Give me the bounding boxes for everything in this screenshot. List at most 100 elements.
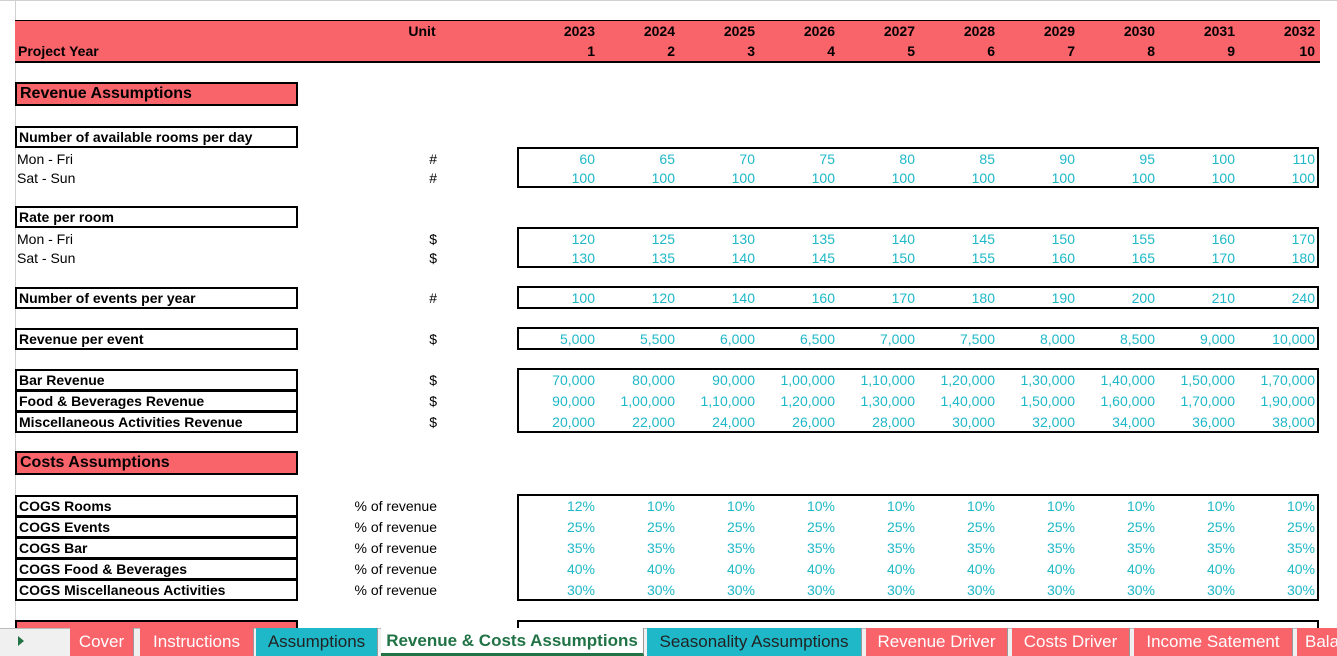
cell-value: 150 <box>1051 230 1075 247</box>
cell-value: 35% <box>1126 539 1155 556</box>
cell-value: 1,20,000 <box>780 392 836 409</box>
cell-value: 90,000 <box>552 392 595 409</box>
cell-value: 25% <box>1126 518 1155 535</box>
row-label-box: Bar Revenue <box>15 369 298 391</box>
cell-value: 70,000 <box>552 371 595 388</box>
cell-value: 25% <box>1206 518 1235 535</box>
sheet-tab[interactable]: Revenue & Costs Assumptions <box>381 628 644 656</box>
section-header: Revenue Assumptions <box>15 82 298 106</box>
section-header: Costs Assumptions <box>15 451 298 475</box>
cell-value: 240 <box>1291 289 1315 306</box>
row-unit: $ <box>429 371 437 388</box>
cut-section-header <box>15 620 298 630</box>
cell-value: 1,10,000 <box>700 392 756 409</box>
sheet-tab[interactable]: Assumptions <box>256 628 378 656</box>
cell-value: 5,500 <box>639 330 675 347</box>
group-title: Rate per room <box>15 206 298 228</box>
cell-value: 10% <box>1126 497 1155 514</box>
row-label-box: COGS Miscellaneous Activities <box>15 579 298 601</box>
year: 2032 <box>1283 23 1315 39</box>
cell-value: 165 <box>1131 249 1155 266</box>
sheet-tab[interactable]: Income Satement <box>1134 628 1293 656</box>
cell-value: 30,000 <box>952 413 995 430</box>
row-unit: # <box>429 169 437 186</box>
row-unit: % of revenue <box>354 560 438 577</box>
row-unit: $ <box>429 330 437 347</box>
cell-value: 35% <box>966 539 995 556</box>
cell-value: 90 <box>1059 150 1075 167</box>
cell-value: 120 <box>571 230 595 247</box>
cell-value: 170 <box>891 289 915 306</box>
cell-value: 140 <box>731 249 755 266</box>
group-title: Number of available rooms per day <box>15 126 298 148</box>
sheet-tab[interactable]: Instructions <box>140 628 254 656</box>
row-unit: # <box>429 150 437 167</box>
cell-value: 10% <box>646 497 675 514</box>
cell-value: 1,60,000 <box>1100 392 1156 409</box>
cell-value: 40% <box>646 560 675 577</box>
cell-value: 65 <box>659 150 675 167</box>
cell-value: 100 <box>571 169 595 186</box>
cell-value: 170 <box>1211 249 1235 266</box>
cell-value: 210 <box>1211 289 1235 306</box>
cell-value: 30% <box>1126 581 1155 598</box>
cell-value: 125 <box>651 230 675 247</box>
cell-value: 30% <box>1286 581 1315 598</box>
cell-value: 100 <box>1131 169 1155 186</box>
cell-value: 36,000 <box>1192 413 1235 430</box>
cell-value: 30% <box>966 581 995 598</box>
cell-value: 100 <box>1051 169 1075 186</box>
cell-value: 1,00,000 <box>620 392 676 409</box>
cell-value: 6,000 <box>719 330 755 347</box>
project-year: 6 <box>987 43 995 59</box>
year: 2031 <box>1203 23 1235 39</box>
cell-value: 25% <box>806 518 835 535</box>
cell-value: 34,000 <box>1112 413 1155 430</box>
row-unit: % of revenue <box>354 497 438 514</box>
sheet-tab[interactable]: Seasonality Assumptions <box>647 628 862 656</box>
row-unit: # <box>429 289 437 306</box>
cell-value: 10,000 <box>1272 330 1315 347</box>
cell-value: 10% <box>1206 497 1235 514</box>
sheet-tab[interactable]: Bala <box>1297 628 1337 656</box>
cell-value: 100 <box>1291 169 1315 186</box>
year: 2028 <box>963 23 995 39</box>
row-unit: $ <box>429 413 437 430</box>
cell-value: 130 <box>731 230 755 247</box>
sheet-tab[interactable]: Revenue Driver <box>866 628 1008 656</box>
row-unit: $ <box>429 392 437 409</box>
cell-value: 135 <box>651 249 675 266</box>
cell-value: 40% <box>1046 560 1075 577</box>
year: 2026 <box>803 23 835 39</box>
project-year: 5 <box>907 43 915 59</box>
cell-value: 25% <box>726 518 755 535</box>
cell-value: 160 <box>811 289 835 306</box>
left-border <box>15 0 16 628</box>
data-box <box>517 327 1319 350</box>
cell-value: 180 <box>971 289 995 306</box>
sheet-tab[interactable]: Cover <box>70 628 134 656</box>
cell-value: 100 <box>571 289 595 306</box>
cell-value: 200 <box>1131 289 1155 306</box>
cell-value: 12% <box>566 497 595 514</box>
cell-value: 20,000 <box>552 413 595 430</box>
cell-value: 35% <box>566 539 595 556</box>
cell-value: 30% <box>646 581 675 598</box>
cell-value: 6,500 <box>799 330 835 347</box>
cell-value: 1,30,000 <box>1020 371 1076 388</box>
cell-value: 100 <box>971 169 995 186</box>
project-year: 7 <box>1067 43 1075 59</box>
cell-value: 35% <box>806 539 835 556</box>
project-year: 10 <box>1299 43 1315 59</box>
cell-value: 80 <box>899 150 915 167</box>
cell-value: 190 <box>1051 289 1075 306</box>
cell-value: 22,000 <box>632 413 675 430</box>
row-label-box: Number of events per year <box>15 287 298 309</box>
cell-value: 9,000 <box>1199 330 1235 347</box>
cell-value: 70 <box>739 150 755 167</box>
cell-value: 40% <box>1126 560 1155 577</box>
sheet-tab[interactable]: Costs Driver <box>1012 628 1130 656</box>
cell-value: 7,000 <box>879 330 915 347</box>
cell-value: 1,30,000 <box>860 392 916 409</box>
scroll-arrow[interactable] <box>18 636 24 646</box>
